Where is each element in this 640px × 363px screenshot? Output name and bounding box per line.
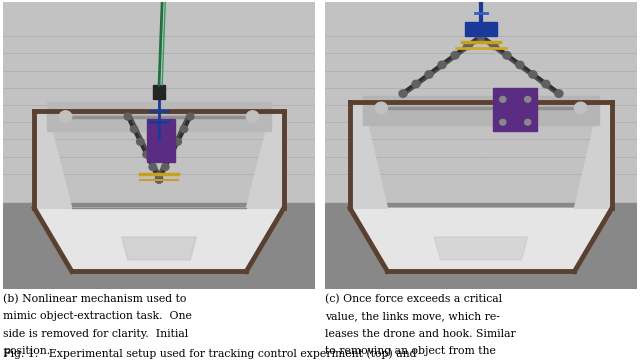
Circle shape: [60, 111, 72, 122]
Circle shape: [529, 71, 537, 78]
Circle shape: [156, 176, 163, 183]
Bar: [325, 2, 637, 208]
Polygon shape: [122, 237, 196, 260]
Circle shape: [525, 97, 531, 102]
Circle shape: [180, 126, 188, 132]
Text: side is removed for clarity.  Initial: side is removed for clarity. Initial: [3, 329, 188, 339]
Bar: [325, 203, 637, 289]
Polygon shape: [35, 208, 284, 272]
Text: (b) Nonlinear mechanism used to: (b) Nonlinear mechanism used to: [3, 294, 187, 304]
Polygon shape: [350, 102, 387, 208]
Bar: [153, 85, 165, 99]
Bar: [362, 97, 600, 125]
Circle shape: [542, 80, 550, 88]
Circle shape: [399, 90, 407, 97]
Circle shape: [464, 42, 472, 49]
Circle shape: [516, 61, 524, 69]
Circle shape: [131, 126, 138, 132]
Circle shape: [186, 113, 194, 120]
Text: Fig. 1.   Experimental setup used for tracking control experiment (top) and: Fig. 1. Experimental setup used for trac…: [3, 348, 417, 359]
Circle shape: [124, 113, 132, 120]
Circle shape: [500, 97, 506, 102]
Text: (c) Once force exceeds a critical: (c) Once force exceeds a critical: [325, 294, 502, 304]
Circle shape: [412, 80, 420, 88]
Text: leases the drone and hook. Similar: leases the drone and hook. Similar: [325, 329, 516, 339]
Circle shape: [156, 176, 163, 183]
Polygon shape: [246, 111, 284, 208]
Circle shape: [477, 33, 485, 40]
Text: mimic object-extraction task.  One: mimic object-extraction task. One: [3, 311, 192, 322]
Polygon shape: [575, 102, 612, 208]
Circle shape: [575, 102, 587, 114]
Circle shape: [490, 42, 498, 49]
Bar: [3, 2, 315, 208]
Circle shape: [161, 164, 169, 171]
Circle shape: [246, 111, 259, 122]
Text: value, the links move, which re-: value, the links move, which re-: [325, 311, 500, 322]
Text: to removing an object from the: to removing an object from the: [325, 346, 496, 356]
Circle shape: [375, 102, 387, 114]
Text: position.: position.: [3, 346, 51, 356]
Circle shape: [174, 138, 182, 145]
Circle shape: [503, 52, 511, 59]
Polygon shape: [35, 111, 72, 208]
Circle shape: [168, 151, 175, 158]
Circle shape: [500, 119, 506, 125]
Circle shape: [136, 138, 144, 145]
Circle shape: [425, 71, 433, 78]
Circle shape: [149, 164, 157, 171]
Polygon shape: [350, 208, 612, 272]
Circle shape: [477, 33, 485, 40]
Circle shape: [555, 90, 563, 97]
Circle shape: [143, 151, 150, 158]
Bar: [147, 119, 175, 162]
Circle shape: [451, 52, 459, 59]
Circle shape: [438, 61, 446, 69]
Bar: [493, 88, 537, 131]
Bar: [465, 22, 497, 36]
Bar: [3, 203, 315, 289]
Circle shape: [525, 119, 531, 125]
Polygon shape: [434, 237, 528, 260]
Bar: [47, 102, 271, 131]
